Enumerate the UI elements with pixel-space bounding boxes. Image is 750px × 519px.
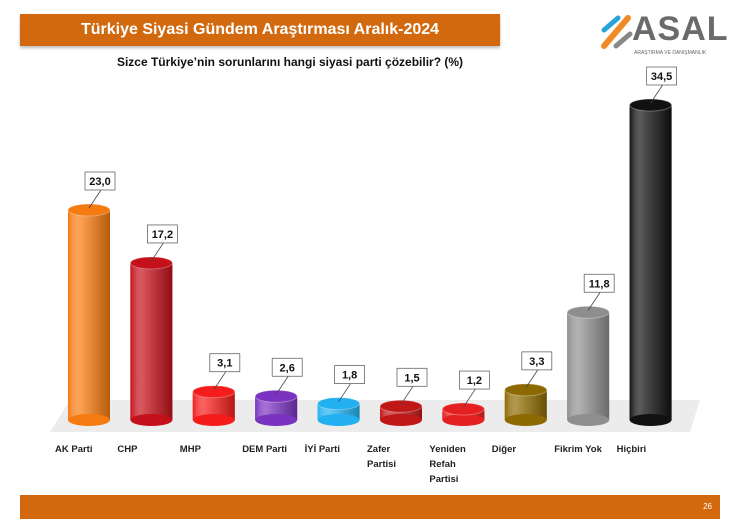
bar-base (130, 414, 173, 426)
data-label: 1,2 (467, 375, 482, 387)
bar-top (441, 402, 485, 416)
logo-text: ASAL (632, 10, 729, 48)
bar-top (379, 399, 423, 413)
bar-base (68, 414, 110, 426)
bar-base (567, 414, 610, 426)
bar-base (255, 414, 298, 426)
category-label: MHP (180, 444, 202, 455)
data-label-box (521, 351, 553, 371)
data-label-box (646, 66, 677, 86)
data-label: 34,5 (651, 71, 672, 83)
page-number: 26 (703, 502, 712, 511)
category-label: Fikrim Yok (554, 444, 602, 455)
bar-shading (567, 312, 610, 420)
data-label-box (84, 171, 116, 191)
data-label-box (458, 370, 490, 390)
logo-mark-icon (601, 15, 633, 49)
bar-chart: 23,0 AK Parti 17,2 CHP 3,1 MHP 2,6 DEM Parti 1,8… (50, 66, 700, 485)
data-label: 11,8 (589, 278, 610, 290)
leader-line (400, 386, 414, 405)
data-label-box (271, 357, 303, 377)
bar-shading (629, 105, 672, 420)
data-label: 23,0 (89, 176, 110, 188)
data-label-box (396, 367, 428, 387)
title-bar: Türkiye Siyasi Gündem Araştırması Aralık… (20, 14, 500, 46)
leader-line (213, 371, 227, 390)
leader-line (525, 369, 539, 389)
bar-top (254, 389, 298, 403)
category-label: Diğer (492, 444, 517, 455)
data-label-box (146, 224, 178, 244)
data-label-box (583, 273, 615, 293)
footer-bar: 26 (20, 495, 720, 519)
bar-top (566, 305, 610, 319)
bar-base (192, 414, 235, 426)
leader-line (275, 376, 289, 395)
category-label: Hiçbiri (617, 444, 647, 455)
data-label: 1,5 (404, 372, 419, 384)
data-label-box (209, 353, 241, 373)
leader-line (151, 242, 164, 262)
category-label: CHP (117, 444, 138, 455)
data-label: 17,2 (152, 229, 173, 241)
category-label: Partisi (367, 459, 396, 470)
leader-line (650, 84, 663, 104)
bar-base (629, 414, 672, 426)
data-label: 1,8 (342, 370, 357, 382)
bar-top (317, 397, 361, 411)
bar-base (380, 414, 422, 426)
data-label-box (334, 365, 366, 384)
bar-shading (130, 262, 173, 420)
chart-title: Sizce Türkiye’nin sorunlarını hangi siya… (116, 55, 464, 69)
category-label: Refah (429, 459, 456, 470)
category-label: AK Parti (55, 444, 92, 455)
bar-base (442, 414, 485, 426)
bar-shading (68, 210, 110, 420)
bar-shading (255, 396, 298, 420)
category-label: Yeniden (429, 444, 466, 455)
logo-subtext: ARAŞTIRMA VE DANIŞMANLIK (634, 50, 707, 56)
bar-top (129, 256, 173, 270)
leader-line (463, 388, 476, 408)
category-label: DEM Parti (242, 444, 287, 455)
bar-base (504, 414, 547, 426)
asal-logo: ASAL ARAŞTIRMA VE DANIŞMANLIK (600, 10, 745, 62)
bar-top (504, 383, 548, 397)
bar-top (192, 385, 236, 399)
bar-top (67, 203, 111, 217)
leader-line (587, 292, 601, 311)
data-label: 3,1 (217, 358, 232, 370)
leader-line (338, 383, 351, 402)
category-label: Zafer (367, 444, 391, 455)
data-label: 2,6 (280, 362, 295, 374)
bar-top (629, 98, 673, 112)
leader-line (88, 189, 102, 209)
category-label: İYİ Parti (305, 444, 340, 455)
data-label: 3,3 (529, 356, 544, 368)
bar-base (317, 414, 360, 426)
category-label: Partisi (429, 474, 458, 485)
